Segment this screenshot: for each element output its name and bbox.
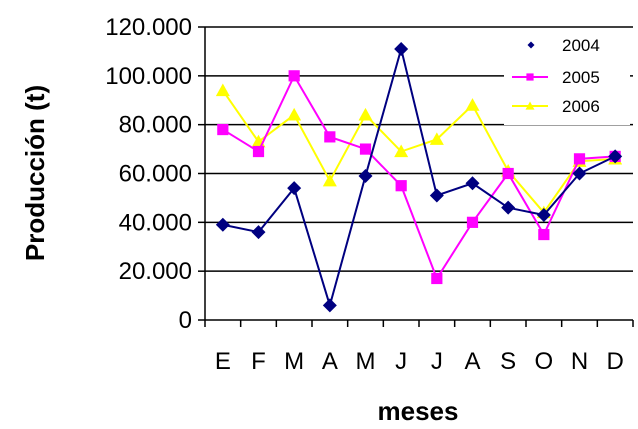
series-line	[222, 45, 616, 309]
gridlines	[205, 26, 633, 272]
y-tick-label: 0	[179, 307, 192, 334]
x-tick-label: J	[431, 348, 443, 375]
data-point	[287, 107, 302, 121]
data-point	[359, 143, 372, 155]
legend-label: 2006	[562, 97, 600, 116]
data-point	[572, 166, 587, 181]
x-tick-label: N	[571, 348, 588, 375]
data-point	[322, 298, 337, 313]
data-point	[466, 216, 479, 228]
series-line	[222, 73, 616, 281]
data-point	[465, 176, 480, 191]
y-tick-label: 120.000	[105, 14, 192, 41]
legend: 2004 2005 2006	[504, 30, 630, 125]
x-tick-label: A	[322, 348, 338, 375]
data-point	[573, 153, 586, 165]
legend-label: 2005	[562, 68, 600, 87]
data-point	[538, 228, 550, 241]
x-tick-label: A	[464, 348, 480, 375]
data-point	[324, 131, 336, 143]
legend-label: 2004	[562, 36, 600, 55]
x-tick-label: J	[395, 348, 407, 375]
data-point	[431, 272, 443, 285]
y-tick-label: 60.000	[119, 161, 192, 188]
data-point	[215, 83, 230, 97]
legend-marker	[527, 41, 535, 49]
y-tick-label: 20.000	[119, 258, 192, 285]
data-point	[288, 70, 300, 82]
data-point	[465, 98, 480, 111]
x-tick-label: M	[356, 348, 376, 375]
x-tick-label: E	[215, 348, 231, 375]
data-point	[287, 181, 302, 196]
data-point	[536, 208, 551, 223]
x-tick-label: F	[251, 348, 266, 375]
data-point	[358, 107, 373, 121]
legend-marker	[526, 73, 534, 81]
data-point	[429, 188, 444, 203]
y-tick-label: 40.000	[119, 209, 192, 236]
data-point	[215, 217, 230, 232]
y-axis-ticks: 0 20.000 40.000 60.000 80.000 100.000 120.000	[105, 14, 205, 334]
data-point	[394, 144, 409, 158]
x-tick-label: D	[606, 348, 623, 375]
data-point	[251, 225, 266, 240]
data-point	[358, 168, 373, 183]
series-2004	[215, 41, 623, 313]
y-tick-label: 100.000	[105, 63, 192, 90]
x-tick-label: S	[500, 348, 516, 375]
data-point	[217, 123, 229, 136]
legend-marker	[525, 101, 535, 110]
data-point	[322, 173, 337, 187]
data-point	[394, 41, 409, 56]
data-point	[395, 180, 407, 192]
data-point	[429, 132, 444, 145]
data-point	[502, 167, 514, 180]
data-point	[608, 149, 623, 164]
x-axis-title: meses	[378, 396, 459, 426]
series-layer	[215, 41, 623, 313]
data-point	[501, 200, 516, 215]
y-axis-title: Producción (t)	[20, 85, 50, 261]
data-point	[252, 145, 265, 158]
y-tick-label: 80.000	[119, 112, 192, 139]
x-tick-label: O	[534, 348, 553, 375]
x-tick-label: M	[284, 348, 304, 375]
